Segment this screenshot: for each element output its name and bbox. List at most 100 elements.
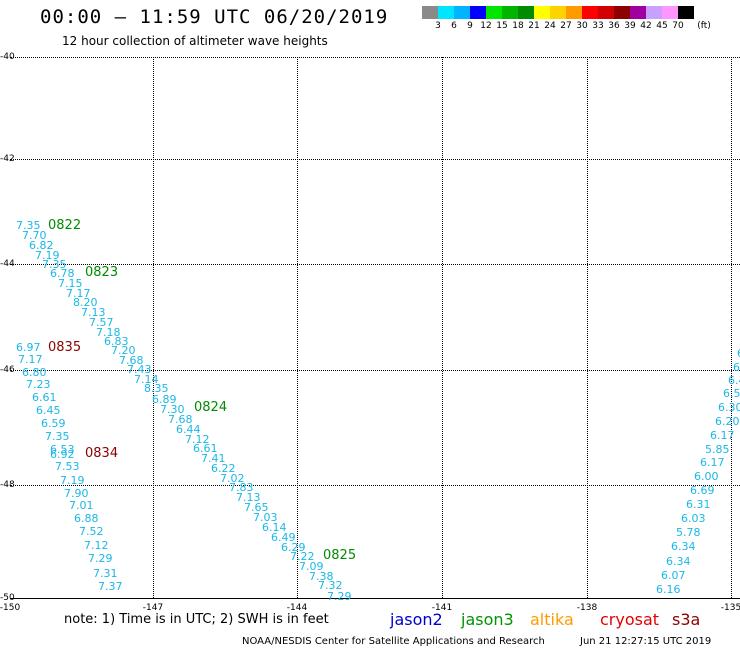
wave-height-value: 7.23 [26, 378, 51, 391]
wave-height-value: 5.85 [705, 443, 730, 456]
wave-height-value: 6 [733, 361, 740, 374]
wave-height-value: 7.02 [220, 472, 245, 485]
pass-time-label: 0825 [323, 548, 357, 563]
wave-height-value: 6.59 [41, 417, 66, 430]
satellite-legend-item: s3a [672, 610, 701, 629]
latitude-label: -40 [0, 52, 15, 62]
longitude-label: -147 [142, 603, 164, 613]
wave-height-value: 7.01 [69, 499, 94, 512]
wave-height-value: 6 [737, 348, 740, 359]
footnote: note: 1) Time is in UTC; 2) SWH is in fe… [64, 612, 329, 627]
wave-height-value: 7.35 [42, 258, 67, 271]
wave-height-value: 6.5 [723, 387, 740, 400]
color-swatch [598, 6, 614, 19]
wave-height-value: 6.00 [694, 470, 719, 483]
wave-height-value: 7.18 [96, 326, 121, 339]
wave-height-value: 6.89 [152, 393, 177, 406]
pass-time-label: 0835 [48, 340, 82, 355]
color-scale-tick-label: 15 [496, 21, 508, 31]
wave-height-value: 7.57 [89, 316, 114, 329]
color-scale-tick-label: 33 [592, 21, 604, 31]
wave-height-value: 6.03 [681, 512, 706, 525]
latitude-label: -50 [0, 593, 15, 603]
color-swatch [518, 6, 534, 19]
latitude-label: -44 [0, 259, 15, 269]
color-swatch [486, 6, 502, 19]
color-swatch [438, 6, 454, 19]
color-swatch [582, 6, 598, 19]
wave-height-value: 7.13 [236, 491, 261, 504]
wave-height-value: 6.30 [718, 401, 740, 414]
color-scale-bar [422, 6, 694, 19]
latitude-gridline [10, 159, 740, 160]
wave-height-value: 6.20 [715, 415, 740, 428]
wave-height-value: 7.29 [88, 552, 113, 565]
color-swatch [614, 6, 630, 19]
color-scale-tick-label: 36 [608, 21, 620, 31]
satellite-legend-item: cryosat [600, 610, 660, 629]
wave-height-value: 7.15 [58, 277, 83, 290]
color-swatch [646, 6, 662, 19]
wave-height-value: 6.16 [656, 583, 681, 596]
wave-height-value: 6.4 [728, 374, 740, 387]
pass-time-label: 0822 [48, 218, 82, 233]
wave-height-value: 7.65 [244, 501, 269, 514]
wave-height-value: 7.19 [35, 249, 60, 262]
pass-time-label: 0824 [194, 400, 228, 415]
color-scale-tick-label: 24 [544, 21, 556, 31]
latitude-gridline [10, 370, 740, 371]
wave-height-value: 6.53 [50, 443, 75, 456]
color-scale-tick-label: 30 [576, 21, 588, 31]
wave-height-value: 7.37 [98, 580, 123, 593]
wave-height-value: 7.68 [168, 413, 193, 426]
color-scale-tick-label: 39 [624, 21, 636, 31]
wave-height-value: 6.61 [193, 442, 218, 455]
color-swatch [550, 6, 566, 19]
wave-height-value: 7.83 [229, 481, 254, 494]
page-title: 00:00 – 11:59 UTC 06/20/2019 [40, 6, 389, 28]
wave-height-value: 7.53 [55, 460, 80, 473]
latitude-label: -46 [0, 365, 15, 375]
latitude-gridline [10, 264, 740, 265]
wave-height-value: 6.82 [29, 239, 54, 252]
wave-height-value: 6.49 [271, 531, 296, 544]
wave-height-value: 7.70 [22, 229, 47, 242]
wave-height-value: 6.31 [686, 498, 711, 511]
wave-height-value: 5.78 [676, 526, 701, 539]
latitude-gridline [10, 485, 740, 486]
satellite-legend-item: jason3 [461, 610, 514, 629]
wave-height-value: 6.34 [666, 555, 691, 568]
wave-height-value: 6.22 [211, 462, 236, 475]
longitude-label: -144 [286, 603, 308, 613]
color-scale-tick-label: 9 [467, 21, 473, 31]
pass-time-label: 0834 [85, 446, 119, 461]
wave-height-value: 6.88 [74, 512, 99, 525]
plot-frame-bottom [10, 598, 740, 599]
wave-height-value: 7.13 [81, 306, 106, 319]
wave-height-value: 7.17 [18, 353, 43, 366]
wave-height-value: 7.32 [318, 579, 343, 592]
wave-height-value: 6.34 [671, 540, 696, 553]
color-swatch [454, 6, 470, 19]
color-swatch [662, 6, 678, 19]
wave-height-value: 7.41 [201, 452, 226, 465]
color-swatch [502, 6, 518, 19]
footer-organization: NOAA/NESDIS Center for Satellite Applica… [242, 636, 545, 647]
latitude-label: -42 [0, 154, 15, 164]
wave-height-value: 6.29 [281, 541, 306, 554]
color-swatch [470, 6, 486, 19]
longitude-gridline [587, 57, 588, 598]
wave-height-value: 7.19 [60, 474, 85, 487]
wave-height-value: 7.14 [134, 373, 159, 386]
wave-height-value: 7.35 [16, 219, 41, 232]
color-scale-tick-label: 27 [560, 21, 572, 31]
wave-height-value: 6.07 [661, 569, 686, 582]
color-scale-tick-label: 70 [672, 21, 684, 31]
wave-height-value: 6.44 [176, 423, 201, 436]
wave-height-value: 6.17 [700, 456, 725, 469]
pass-time-label: 0823 [85, 265, 119, 280]
wave-height-value: 7.31 [93, 567, 118, 580]
wave-height-value: 6.69 [690, 484, 715, 497]
wave-height-value: 6.83 [104, 335, 129, 348]
